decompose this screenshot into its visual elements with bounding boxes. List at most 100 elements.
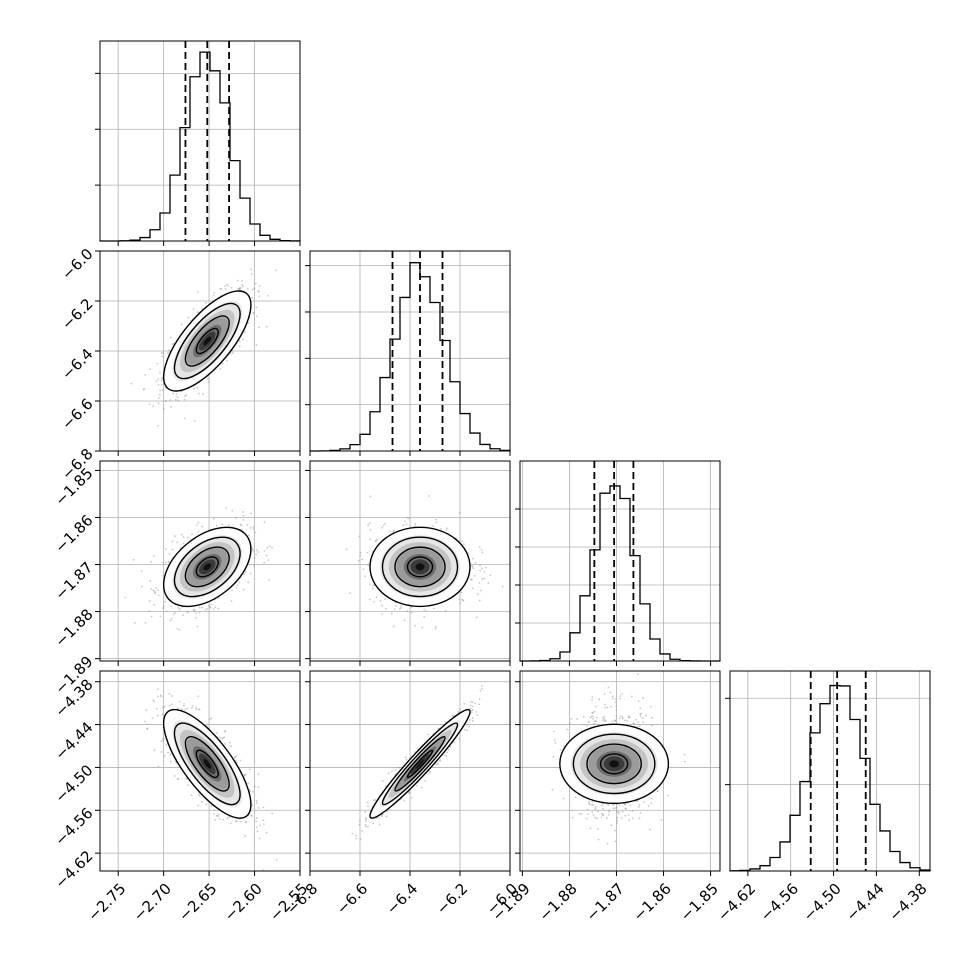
- sample-point: [228, 741, 231, 744]
- sample-point: [172, 392, 175, 395]
- sample-point: [230, 286, 233, 289]
- sample-point: [258, 295, 261, 298]
- sample-point: [146, 723, 148, 726]
- sample-point: [369, 495, 372, 498]
- sample-point: [253, 785, 256, 788]
- sample-point: [368, 598, 371, 601]
- sample-point: [255, 802, 258, 804]
- sample-point: [212, 813, 215, 815]
- sample-point: [466, 729, 468, 732]
- sample-point: [381, 815, 383, 818]
- sample-point: [210, 603, 213, 606]
- sample-point: [472, 708, 474, 711]
- sample-point: [593, 710, 596, 713]
- sample-point: [224, 287, 227, 290]
- sample-point: [146, 727, 148, 730]
- sample-point: [171, 695, 173, 697]
- sample-point: [220, 287, 223, 290]
- sample-point: [234, 756, 236, 759]
- sample-point: [242, 514, 245, 517]
- sample-point: [471, 717, 474, 719]
- sample-point: [249, 527, 252, 529]
- sample-point: [484, 566, 487, 569]
- sample-point: [611, 695, 614, 698]
- sample-point: [345, 548, 348, 551]
- sample-point: [266, 547, 269, 549]
- sample-point: [367, 825, 369, 828]
- sample-point: [142, 388, 145, 391]
- sample-point: [402, 524, 405, 526]
- sample-point: [481, 685, 483, 687]
- density-level: [203, 336, 212, 346]
- sample-point: [483, 571, 486, 573]
- sample-point: [222, 818, 225, 821]
- sample-point: [445, 751, 448, 754]
- sample-point: [394, 768, 397, 771]
- sample-point: [467, 725, 470, 728]
- sample-point: [159, 389, 162, 392]
- contour-line: [162, 290, 252, 392]
- sample-point: [184, 395, 186, 397]
- sample-point: [161, 738, 164, 740]
- sample-point: [359, 551, 362, 554]
- sample-point: [152, 405, 155, 408]
- sample-point: [239, 820, 242, 823]
- sample-point: [364, 810, 367, 813]
- sample-point: [621, 716, 624, 719]
- sample-point: [255, 549, 258, 552]
- sample-point: [192, 608, 195, 611]
- sample-point: [597, 838, 600, 841]
- sample-point: [215, 814, 218, 817]
- panel-content: [130, 268, 278, 427]
- sample-point: [210, 717, 213, 720]
- sample-point: [235, 755, 238, 757]
- scatter-panel-1-2: [305, 460, 511, 666]
- sample-point: [150, 615, 153, 618]
- sample-point: [161, 706, 164, 709]
- contour-line: [195, 556, 219, 578]
- sample-point: [196, 386, 199, 389]
- sample-point: [246, 287, 249, 290]
- sample-point: [429, 770, 431, 773]
- sample-point: [164, 561, 167, 564]
- sample-point: [587, 812, 589, 815]
- sample-point: [640, 712, 643, 715]
- sample-point: [553, 739, 556, 741]
- sample-point: [202, 393, 205, 395]
- sample-point: [163, 407, 165, 410]
- sample-point: [252, 790, 255, 793]
- sample-point: [410, 796, 413, 799]
- sample-point: [364, 817, 367, 820]
- sample-point: [479, 589, 482, 592]
- sample-point: [463, 728, 466, 731]
- histogram-step: [309, 262, 511, 452]
- sample-point: [160, 352, 163, 355]
- sample-point: [265, 831, 268, 834]
- sample-point: [372, 584, 374, 587]
- sample-point: [479, 569, 482, 572]
- sample-point: [148, 610, 151, 613]
- sample-point: [250, 296, 253, 299]
- sample-point: [236, 584, 239, 587]
- sample-point: [242, 519, 245, 521]
- sample-point: [406, 516, 409, 519]
- sample-point: [263, 550, 266, 552]
- sample-point: [571, 816, 574, 819]
- scatter-panel-0-2: [95, 460, 301, 666]
- sample-point: [212, 517, 215, 520]
- sample-point: [372, 822, 375, 825]
- sample-point: [159, 371, 161, 374]
- sample-point: [262, 806, 265, 809]
- sample-point: [183, 704, 185, 707]
- sample-point: [157, 765, 160, 768]
- sample-point: [420, 786, 423, 789]
- sample-point: [198, 611, 201, 614]
- sample-point: [376, 538, 378, 541]
- sample-point: [247, 581, 250, 584]
- sample-point: [155, 380, 158, 383]
- sample-point: [367, 805, 369, 807]
- sample-point: [253, 565, 255, 568]
- sample-point: [207, 377, 209, 380]
- sample-point: [162, 561, 165, 564]
